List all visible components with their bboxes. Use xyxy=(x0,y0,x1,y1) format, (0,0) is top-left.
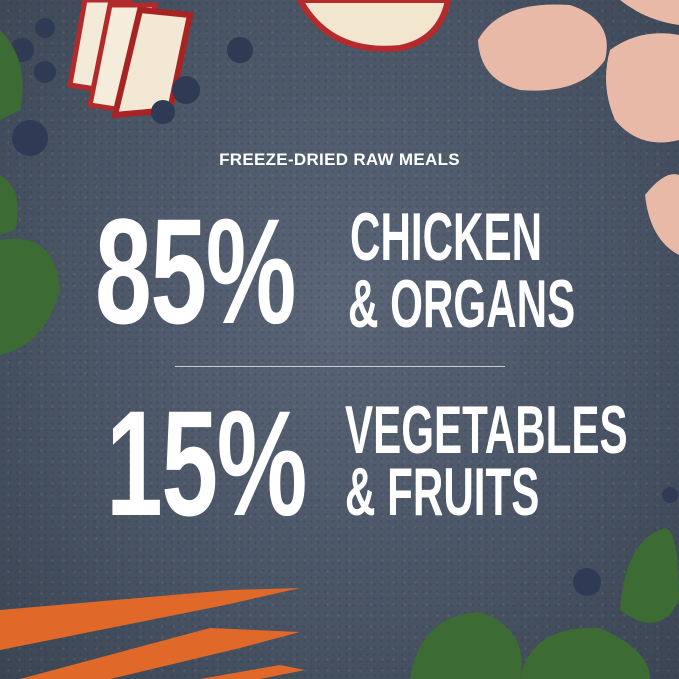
apple xyxy=(296,0,452,52)
stat2-line1: VEGETABLES xyxy=(345,392,628,468)
subtitle: FREEZE-DRIED RAW MEALS xyxy=(219,150,460,169)
carrots xyxy=(0,588,305,679)
stat1-line1: CHICKEN xyxy=(350,199,543,275)
stat1-line2: & ORGANS xyxy=(348,266,576,342)
stat2-percent: 15% xyxy=(106,379,307,547)
stat1-percent: 85% xyxy=(95,187,296,355)
chicken-pieces xyxy=(478,0,679,255)
spinach xyxy=(0,30,679,679)
apple-slices xyxy=(67,0,194,119)
divider xyxy=(175,366,505,367)
blueberries xyxy=(10,18,678,596)
stat2-line2: & FRUITS xyxy=(345,454,540,530)
